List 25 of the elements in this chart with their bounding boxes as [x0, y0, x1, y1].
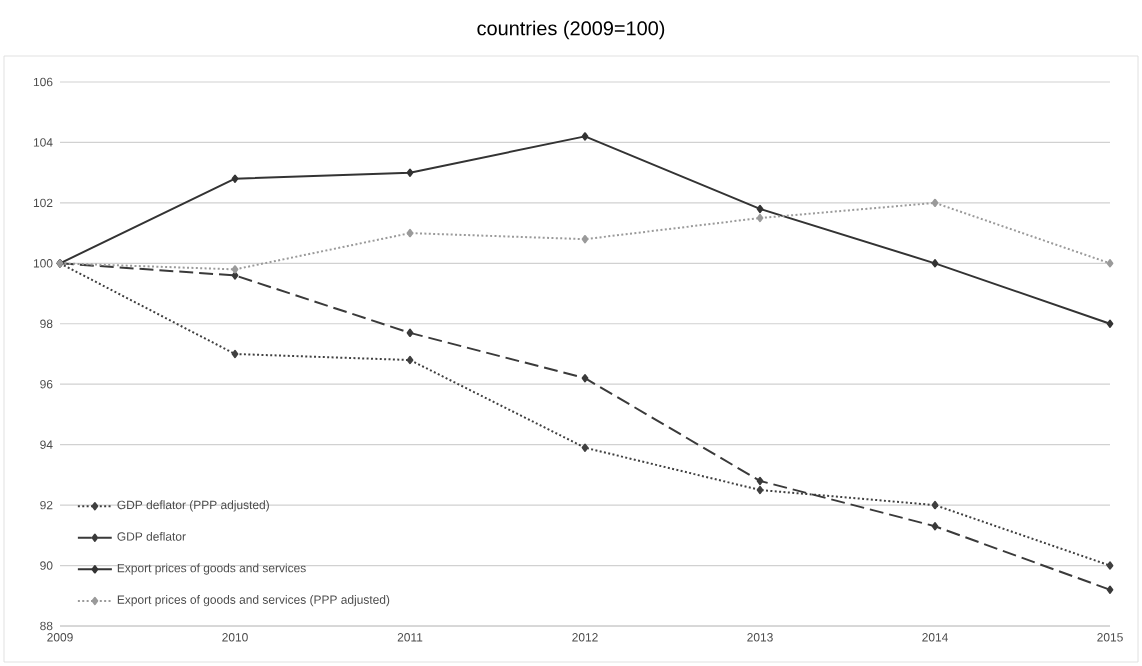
- point: [756, 476, 764, 486]
- point: [406, 168, 414, 177]
- point: [1106, 585, 1114, 594]
- point: [1106, 259, 1114, 268]
- point: [931, 522, 939, 531]
- point: [931, 500, 939, 510]
- point: [406, 355, 414, 365]
- point: [931, 198, 939, 208]
- point: [581, 234, 589, 244]
- point: [756, 204, 764, 214]
- point: [581, 443, 589, 452]
- point: [406, 328, 414, 338]
- point: [1106, 561, 1114, 570]
- point: [231, 265, 239, 274]
- chart-title: countries (2009=100): [477, 20, 665, 40]
- point: [756, 485, 764, 495]
- point: [581, 373, 589, 383]
- point: [231, 349, 239, 359]
- point: [406, 228, 414, 238]
- point: [756, 213, 764, 223]
- point: [1106, 319, 1114, 328]
- point: [931, 259, 939, 268]
- point: [231, 174, 239, 183]
- point: [231, 271, 239, 280]
- point: [581, 132, 589, 141]
